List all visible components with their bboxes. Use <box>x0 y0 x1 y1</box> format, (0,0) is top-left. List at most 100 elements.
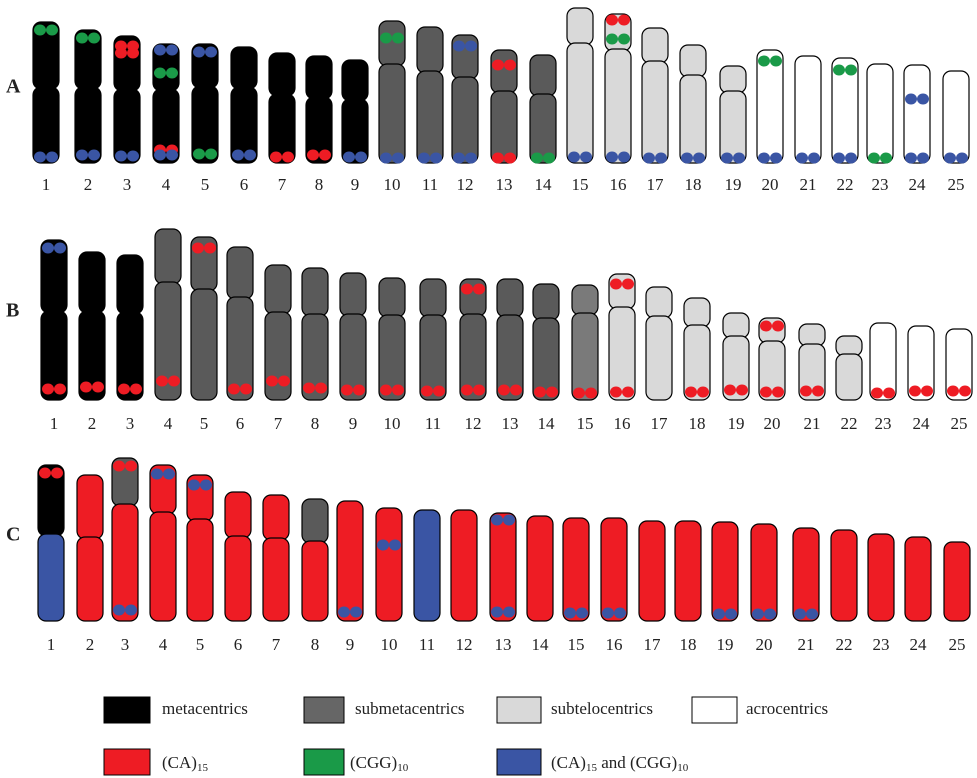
chromosome-arm <box>379 21 405 66</box>
signal <box>534 387 546 398</box>
chromosome-number: 23 <box>873 635 890 654</box>
signal <box>564 608 576 619</box>
chromosome-number: 15 <box>577 414 594 433</box>
signal <box>151 469 163 480</box>
signal <box>606 152 618 163</box>
karyotype-figure: A B C metacentrics submetacentrics subte… <box>0 0 977 778</box>
signal <box>956 153 968 164</box>
chromosome-arm <box>799 324 825 346</box>
legend-text: and (CGG) <box>597 753 677 772</box>
signal <box>154 150 166 161</box>
chromosome-arm <box>150 512 176 621</box>
legend-swatch <box>304 697 344 723</box>
signal <box>433 386 445 397</box>
chromosome-number: 15 <box>572 175 589 194</box>
signal <box>772 387 784 398</box>
chromosome-number: 14 <box>535 175 553 194</box>
signal <box>377 540 389 551</box>
signal <box>845 65 857 76</box>
chromosome-number: 5 <box>200 414 209 433</box>
chromosome-number: 19 <box>725 175 742 194</box>
chromosome-number: 6 <box>240 175 249 194</box>
signal <box>576 608 588 619</box>
panel-label: B <box>6 300 19 322</box>
chromosome-number: 10 <box>384 414 401 433</box>
signal <box>498 385 510 396</box>
chromosome-number: 7 <box>274 414 283 433</box>
chromosome-arm <box>642 28 668 63</box>
signal <box>510 385 522 396</box>
chromosome-arm <box>646 316 672 400</box>
signal <box>622 387 634 398</box>
signal <box>341 385 353 396</box>
chromosome <box>38 465 64 621</box>
chromosome-number: 23 <box>875 414 892 433</box>
signal <box>461 385 473 396</box>
chromosome-arm <box>342 60 368 101</box>
chromosome-arm <box>831 530 857 621</box>
signal <box>503 607 515 618</box>
chromosome <box>420 279 446 400</box>
chromosome-number: 18 <box>680 635 697 654</box>
chromosome-arm <box>684 298 710 327</box>
chromosome-number: 9 <box>349 414 358 433</box>
chromosome <box>414 510 440 621</box>
chromosome-number: 8 <box>315 175 324 194</box>
chromosome-number: 2 <box>86 635 95 654</box>
chromosome-number: 24 <box>913 414 931 433</box>
chromosome-arm <box>723 313 749 338</box>
signal <box>531 153 543 164</box>
chromosome-number: 17 <box>644 635 662 654</box>
legend-subscript: 10 <box>677 762 689 774</box>
chromosome <box>530 55 556 164</box>
legend-label: (CGG)10 <box>350 753 409 774</box>
chromosome-arm <box>530 55 556 96</box>
chromosome-number: 21 <box>804 414 821 433</box>
chromosome-number: 15 <box>568 635 585 654</box>
chromosome-number: 1 <box>50 414 59 433</box>
signal <box>54 243 66 254</box>
chromosome-number: 10 <box>384 175 401 194</box>
chromosome-arm <box>231 47 257 89</box>
chromosome-arm <box>263 538 289 621</box>
signal <box>568 152 580 163</box>
chromosome <box>868 534 894 621</box>
chromosome-number: 18 <box>689 414 706 433</box>
signal <box>266 376 278 387</box>
signal <box>693 153 705 164</box>
chromosome-arm <box>609 274 635 309</box>
signal <box>585 388 597 399</box>
signal <box>34 25 46 36</box>
signal <box>721 153 733 164</box>
chromosome <box>757 50 783 164</box>
signal <box>760 387 772 398</box>
legend-swatch <box>104 749 150 775</box>
chromosome-arm <box>527 516 553 621</box>
signal <box>465 41 477 52</box>
chromosome-arm <box>567 43 593 163</box>
signal <box>76 150 88 161</box>
signal <box>166 68 178 79</box>
chromosome-number: 11 <box>422 175 438 194</box>
legend-swatch <box>104 697 150 723</box>
chromosome <box>263 495 289 621</box>
chromosome <box>114 36 140 163</box>
chromosome <box>306 56 332 163</box>
signal <box>685 387 697 398</box>
chromosome <box>379 21 405 164</box>
signal <box>200 480 212 491</box>
chromosome <box>191 237 217 400</box>
signal <box>54 384 66 395</box>
chromosome-arm <box>720 66 746 93</box>
chromosome-number: 16 <box>614 414 631 433</box>
legend-label: submetacentrics <box>355 699 465 718</box>
chromosome <box>793 528 819 621</box>
signal <box>610 279 622 290</box>
chromosome-arm <box>269 53 295 96</box>
signal <box>770 153 782 164</box>
chromosome-arm <box>533 284 559 320</box>
chromosome <box>867 64 893 164</box>
chromosome-number: 1 <box>42 175 51 194</box>
legend-subscript: 15 <box>197 762 209 774</box>
signal <box>88 33 100 44</box>
